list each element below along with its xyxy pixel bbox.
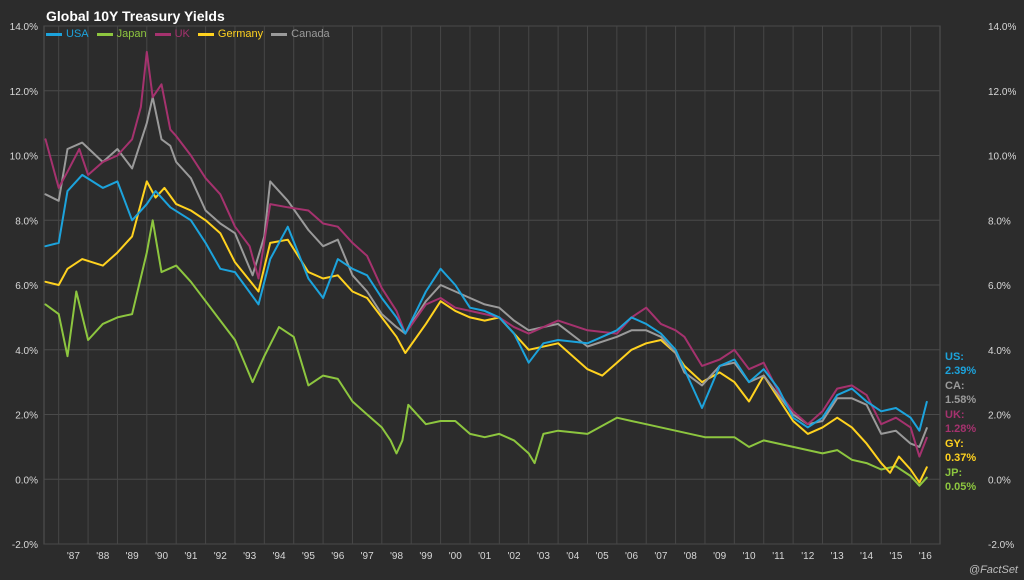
- x-tick-label: '89: [126, 551, 139, 562]
- y-tick-label-left: 8.0%: [15, 216, 38, 227]
- y-tick-label-right: 12.0%: [988, 87, 1016, 98]
- x-tick-label: '93: [243, 551, 256, 562]
- legend-item-canada: Canada: [271, 28, 330, 40]
- y-axis-left: -2.0% 0.0% 2.0% 4.0% 6.0% 8.0% 10.0% 12.0% 14.0%: [10, 22, 38, 551]
- series-lines: [44, 50, 928, 487]
- x-tick-label: '08: [684, 551, 697, 562]
- x-tick-label: '12: [801, 551, 814, 562]
- y-tick-label-left: -2.0%: [12, 540, 38, 551]
- x-tick-label: '13: [831, 551, 844, 562]
- x-tick-label: '88: [96, 551, 109, 562]
- x-tick-label: '90: [155, 551, 168, 562]
- series-line-canada: [44, 96, 928, 448]
- legend: USA Japan UK Germany Canada: [46, 28, 330, 40]
- x-tick-label: '05: [596, 551, 609, 562]
- x-tick-label: '98: [390, 551, 403, 562]
- y-tick-label-right: 2.0%: [988, 411, 1011, 422]
- end-label-gy-code: GY:: [945, 438, 964, 450]
- x-tick-label: '02: [508, 551, 521, 562]
- legend-label-usa: USA: [66, 28, 89, 40]
- y-tick-label-right: 4.0%: [988, 346, 1011, 357]
- end-label-uk-value: 1.28%: [945, 423, 977, 435]
- x-tick-label: '95: [302, 551, 315, 562]
- legend-item-japan: Japan: [96, 28, 147, 40]
- legend-label-canada: Canada: [291, 28, 330, 40]
- x-tick-label: '96: [331, 551, 344, 562]
- end-label-jp-value: 0.05%: [945, 481, 977, 493]
- x-tick-label: '15: [889, 551, 902, 562]
- series-line-uk: [44, 50, 928, 458]
- x-tick-label: '87: [67, 551, 80, 562]
- series-line-usa: [44, 173, 928, 432]
- end-label-gy-value: 0.37%: [945, 452, 977, 464]
- x-tick-label: '01: [478, 551, 491, 562]
- x-tick-label: '91: [184, 551, 197, 562]
- x-tick-label: '11: [772, 551, 785, 562]
- y-tick-label-left: 6.0%: [15, 281, 38, 292]
- end-label-us-value: 2.39%: [945, 365, 977, 377]
- legend-swatch-usa: [46, 32, 62, 36]
- x-tick-label: '03: [537, 551, 550, 562]
- y-tick-label-right: 0.0%: [988, 475, 1011, 486]
- y-tick-label-right: 8.0%: [988, 216, 1011, 227]
- grid-lines: [43, 25, 941, 545]
- x-tick-label: '00: [449, 551, 462, 562]
- y-tick-label-right: -2.0%: [988, 540, 1014, 551]
- y-tick-label-left: 12.0%: [10, 87, 38, 98]
- y-tick-label-left: 4.0%: [15, 346, 38, 357]
- x-tick-label: '94: [272, 551, 285, 562]
- y-tick-label-left: 0.0%: [15, 475, 38, 486]
- y-tick-label-right: 14.0%: [988, 22, 1016, 33]
- legend-swatch-japan: [96, 32, 113, 36]
- x-axis: '87 '88 '89 '90 '91 '92 '93 '94 '95 '96 '97 '98 '99 '…: [67, 551, 932, 562]
- legend-item-usa: USA: [46, 28, 89, 40]
- y-tick-label-right: 6.0%: [988, 281, 1011, 292]
- end-label-ca: CA: 1.58%: [945, 379, 976, 407]
- end-label-ca-value: 1.58%: [945, 394, 977, 406]
- x-tick-label: '99: [419, 551, 432, 562]
- end-label-uk-code: UK:: [945, 409, 965, 421]
- series-line-japan: [44, 219, 928, 487]
- x-tick-label: '06: [625, 551, 638, 562]
- end-label-us: US: 2.39%: [945, 350, 976, 378]
- x-tick-label: '97: [361, 551, 374, 562]
- y-tick-label-right: 10.0%: [988, 152, 1016, 163]
- y-axis-right: -2.0% 0.0% 2.0% 4.0% 6.0% 8.0% 10.0% 12.0% 14.0%: [988, 22, 1016, 551]
- x-tick-label: '14: [860, 551, 873, 562]
- y-tick-label-left: 14.0%: [10, 22, 38, 33]
- x-tick-label: '16: [919, 551, 932, 562]
- end-label-gy: GY: 0.37%: [945, 437, 976, 465]
- series-line-germany: [44, 180, 928, 484]
- x-tick-label: '09: [713, 551, 726, 562]
- x-tick-label: '07: [654, 551, 667, 562]
- x-tick-label: '92: [214, 551, 227, 562]
- end-label-jp-code: JP:: [945, 467, 963, 479]
- end-label-uk: UK: 1.28%: [945, 408, 976, 436]
- end-value-labels: US: 2.39% CA: 1.58% UK: 1.28% GY: 0.37% …: [945, 350, 976, 495]
- y-tick-label-left: 2.0%: [15, 411, 38, 422]
- end-label-jp: JP: 0.05%: [945, 466, 976, 494]
- x-tick-label: '10: [743, 551, 756, 562]
- x-tick-label: '04: [566, 551, 579, 562]
- legend-swatch-germany: [197, 32, 214, 36]
- legend-label-uk: UK: [174, 28, 190, 40]
- legend-swatch-uk: [154, 32, 171, 36]
- legend-item-germany: Germany: [197, 28, 264, 40]
- source-credit: @FactSet: [968, 564, 1018, 576]
- chart-title: Global 10Y Treasury Yields: [46, 8, 225, 24]
- legend-label-germany: Germany: [217, 28, 264, 40]
- end-label-ca-code: CA:: [945, 380, 965, 392]
- y-tick-label-left: 10.0%: [10, 152, 38, 163]
- legend-item-uk: UK: [154, 28, 190, 40]
- end-label-us-code: US:: [945, 351, 964, 363]
- legend-swatch-canada: [271, 32, 288, 36]
- legend-label-japan: Japan: [116, 28, 147, 40]
